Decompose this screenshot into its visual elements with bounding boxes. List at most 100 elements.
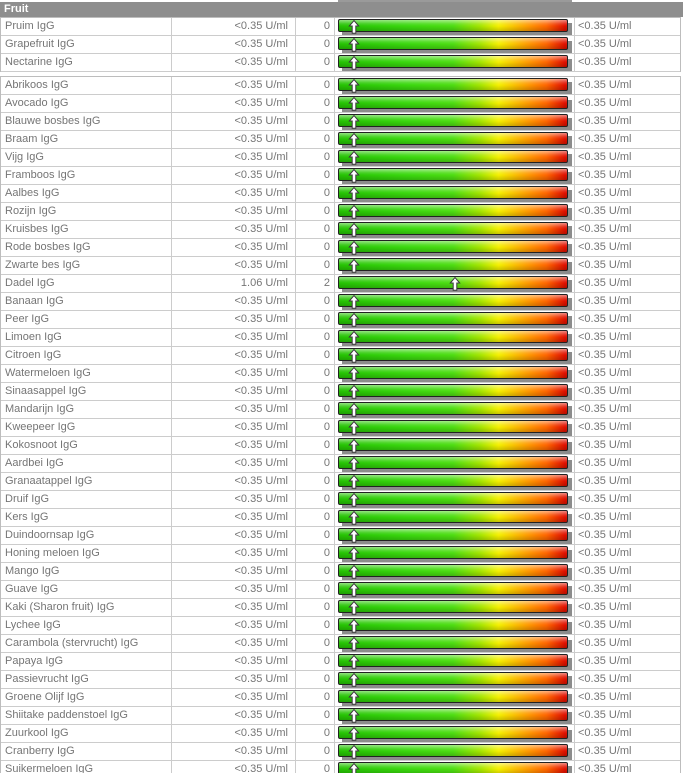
result-bar [338, 618, 572, 634]
class-score: 0 [296, 383, 335, 400]
reference-value: <0.35 U/ml [578, 38, 632, 50]
class-score: 0 [296, 347, 335, 364]
bar-arrow-icon [348, 762, 361, 773]
class-score: 0 [296, 329, 335, 346]
bar-gradient [338, 132, 568, 145]
class-score: 0 [296, 509, 335, 526]
reference-value: <0.35 U/ml [578, 349, 632, 361]
bar-arrow-icon [348, 114, 361, 129]
class-score: 0 [296, 689, 335, 706]
result-bar [338, 348, 572, 364]
reference-value: <0.35 U/ml [578, 673, 632, 685]
measured-value: <0.35 U/ml [172, 347, 296, 364]
measured-value: <0.35 U/ml [172, 473, 296, 490]
result-bar-cell [335, 185, 575, 202]
result-bar-cell [335, 329, 575, 346]
result-bar [338, 474, 572, 490]
class-score: 0 [296, 185, 335, 202]
table-row: Honing meloen IgG <0.35 U/ml 0 <0.35 U/m… [1, 545, 680, 563]
result-bar-cell [335, 509, 575, 526]
food-name: Mango IgG [1, 563, 172, 580]
table-row: Passievrucht IgG <0.35 U/ml 0 <0.35 U/ml [1, 671, 680, 689]
class-score: 0 [296, 473, 335, 490]
reference-value: <0.35 U/ml [578, 313, 632, 325]
table-row: Nectarine IgG <0.35 U/ml 0 <0.35 U/ml [1, 54, 680, 72]
reference-value: <0.35 U/ml [578, 20, 632, 32]
bar-gradient [338, 78, 568, 91]
table-row: Abrikoos IgG <0.35 U/ml 0 <0.35 U/ml [1, 77, 680, 95]
table-row: Vijg IgG <0.35 U/ml 0 <0.35 U/ml [1, 149, 680, 167]
table-row: Avocado IgG <0.35 U/ml 0 <0.35 U/ml [1, 95, 680, 113]
bar-gradient [338, 168, 568, 181]
table-row: Duindoornsap IgG <0.35 U/ml 0 <0.35 U/ml [1, 527, 680, 545]
result-bar [338, 402, 572, 418]
reference-value: <0.35 U/ml [578, 205, 632, 217]
result-bar-cell [335, 617, 575, 634]
food-name: Mandarijn IgG [1, 401, 172, 418]
bar-gradient [338, 726, 568, 739]
result-bar-cell [335, 545, 575, 562]
bar-gradient [338, 240, 568, 253]
class-score: 0 [296, 149, 335, 166]
result-bar [338, 168, 572, 184]
bar-gradient [338, 294, 568, 307]
food-name: Avocado IgG [1, 95, 172, 112]
previous-row-sliver [0, 0, 687, 2]
class-score: 0 [296, 617, 335, 634]
result-bar [338, 672, 572, 688]
result-bar [338, 744, 572, 760]
result-bar [338, 330, 572, 346]
measured-value: <0.35 U/ml [172, 455, 296, 472]
food-name: Granaatappel IgG [1, 473, 172, 490]
bar-arrow-icon [348, 672, 361, 687]
result-bar [338, 294, 572, 310]
table-row: Guave IgG <0.35 U/ml 0 <0.35 U/ml [1, 581, 680, 599]
result-bar [338, 258, 572, 274]
table-row: Suikermeloen IgG <0.35 U/ml 0 <0.35 U/ml [1, 761, 680, 773]
bar-arrow-icon [348, 312, 361, 327]
result-bar-cell [335, 113, 575, 130]
measured-value: <0.35 U/ml [172, 653, 296, 670]
bar-arrow-icon [348, 600, 361, 615]
bar-arrow-icon [348, 438, 361, 453]
food-name: Papaya IgG [1, 653, 172, 670]
food-name: Blauwe bosbes IgG [1, 113, 172, 130]
measured-value: <0.35 U/ml [172, 707, 296, 724]
bar-gradient [338, 672, 568, 685]
result-bar [338, 420, 572, 436]
table-row: Rozijn IgG <0.35 U/ml 0 <0.35 U/ml [1, 203, 680, 221]
result-bar-cell [335, 239, 575, 256]
measured-value: <0.35 U/ml [172, 77, 296, 94]
bar-arrow-icon [348, 402, 361, 417]
bar-arrow-icon [348, 618, 361, 633]
result-bar [338, 438, 572, 454]
bar-arrow-icon [348, 546, 361, 561]
bar-arrow-icon [348, 19, 361, 34]
bar-arrow-icon [348, 510, 361, 525]
result-bar [338, 204, 572, 220]
result-bar [338, 582, 572, 598]
food-name: Honing meloen IgG [1, 545, 172, 562]
result-bar [338, 600, 572, 616]
bar-gradient [338, 55, 568, 68]
reference-value: <0.35 U/ml [578, 547, 632, 559]
result-bar [338, 690, 572, 706]
result-bar [338, 366, 572, 382]
table-row: Kers IgG <0.35 U/ml 0 <0.35 U/ml [1, 509, 680, 527]
class-score: 0 [296, 167, 335, 184]
bar-arrow-icon [348, 384, 361, 399]
food-name: Abrikoos IgG [1, 77, 172, 94]
bar-gradient [338, 618, 568, 631]
result-bar [338, 312, 572, 328]
measured-value: <0.35 U/ml [172, 419, 296, 436]
bar-gradient [338, 744, 568, 757]
result-bar-cell [335, 401, 575, 418]
food-name: Citroen IgG [1, 347, 172, 364]
bar-gradient [338, 456, 568, 469]
food-name: Kers IgG [1, 509, 172, 526]
measured-value: <0.35 U/ml [172, 563, 296, 580]
table-row: Mango IgG <0.35 U/ml 0 <0.35 U/ml [1, 563, 680, 581]
bar-arrow-icon [348, 37, 361, 52]
food-name: Rozijn IgG [1, 203, 172, 220]
section-title: Fruit [4, 3, 29, 15]
